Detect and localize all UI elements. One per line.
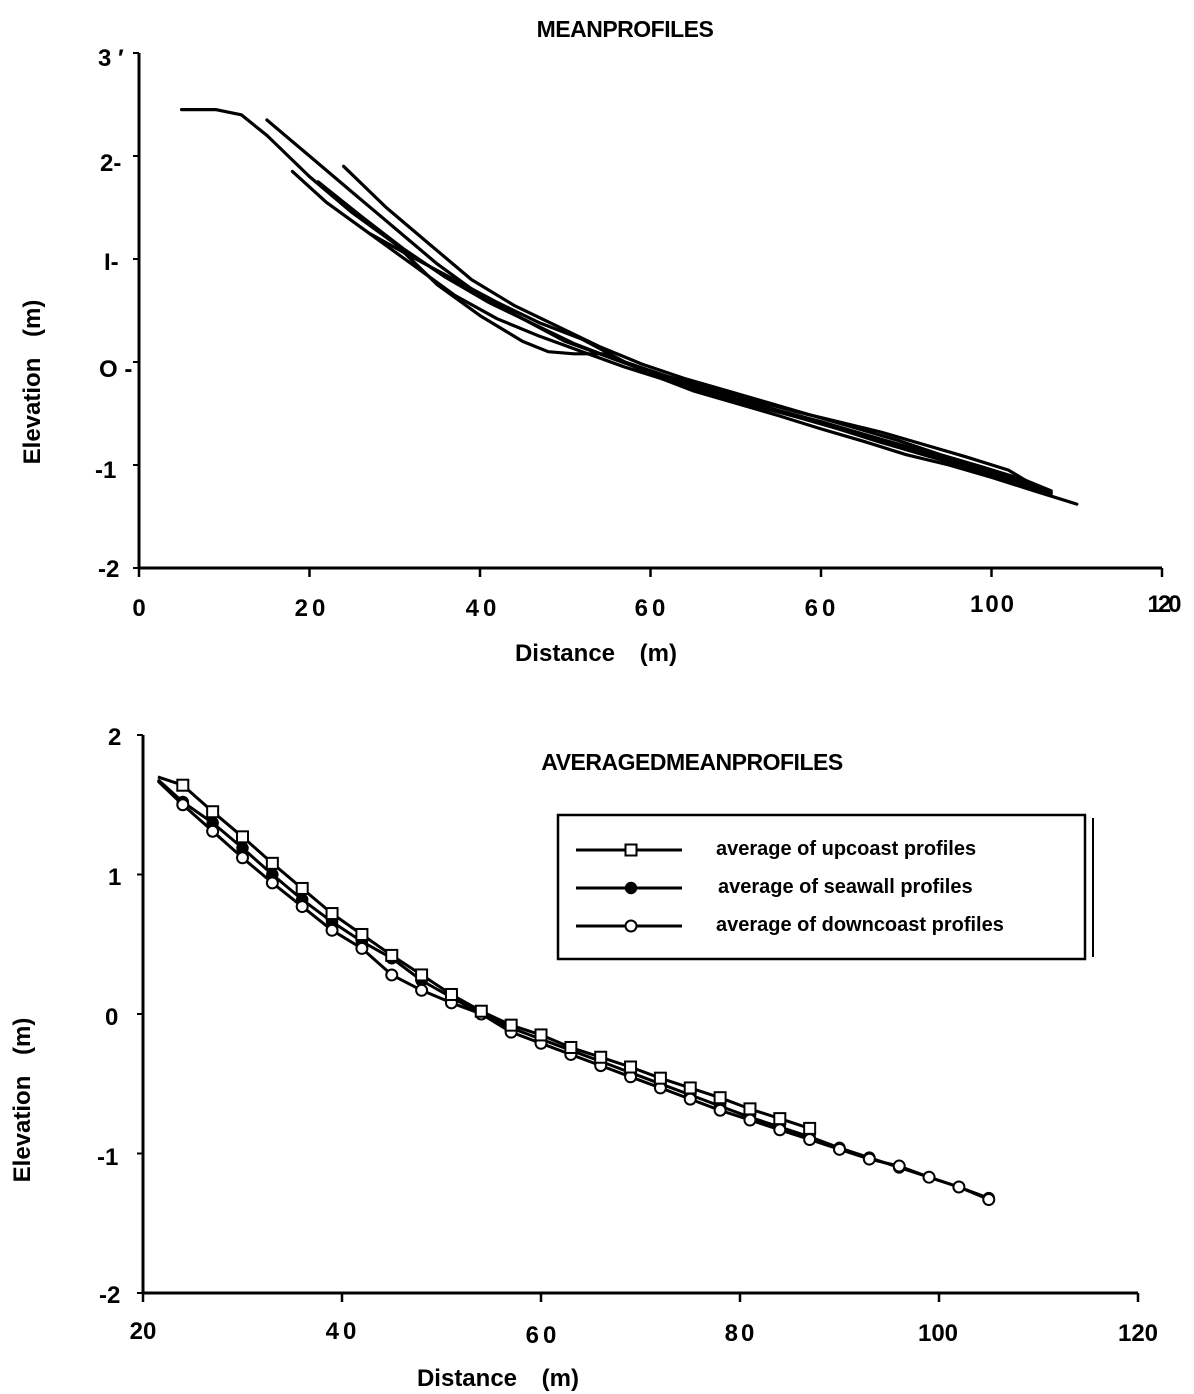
chart1-title: MEANPROFILES (537, 16, 714, 42)
chart1-y-tick-label: O - (99, 356, 132, 383)
chart2-x-axis-label: Distance (m) (417, 1365, 579, 1392)
chart2-point-series3 (325, 923, 339, 937)
chart1-series-group (180, 107, 1079, 506)
chart1-x-tick-label: 60 (805, 595, 840, 622)
chart2-point-series3 (952, 1180, 966, 1194)
chart1-profile-line-3 (290, 169, 1053, 496)
chart2-x-ticks (137, 734, 1140, 1302)
chart2-point-series3 (176, 798, 190, 812)
chart1-y-tick-label: 3 ′ (98, 45, 124, 72)
chart1-profile-line-4 (316, 180, 1045, 491)
chart2-point-series1 (743, 1102, 757, 1116)
chart2-point-series1 (773, 1112, 787, 1126)
legend-label: average of downcoast profiles (716, 914, 1004, 936)
chart2-point-series1 (206, 805, 220, 819)
chart1-x-tick-label: 60 (635, 595, 670, 622)
chart2-x-tick-label: 40 (326, 1318, 361, 1345)
chart2-y-tick-label: 2 (108, 724, 121, 751)
chart2-x-tick-label: 20 (130, 1318, 157, 1345)
chart2-point-series3 (295, 900, 309, 914)
chart2-x-tick-label: 120 (1118, 1320, 1158, 1347)
chart1-x-tick-label: 20 (295, 595, 330, 622)
chart2-point-series1 (295, 881, 309, 895)
chart2-y-tick-label: 1 (108, 864, 121, 891)
chart2-point-series1 (504, 1018, 518, 1032)
chart1-y-tick-label: 2- (100, 150, 121, 177)
chart2-point-series3 (236, 851, 249, 865)
chart2-x-tick-label: 100 (918, 1320, 958, 1347)
chart1-profile-line-6 (367, 231, 1053, 498)
chart2-y-tick-label: -1 (97, 1144, 118, 1171)
chart2-point-series1 (236, 830, 249, 844)
chart1-y-axis-label: Elevation (m) (19, 300, 46, 465)
chart1-y-tick-label: -2 (98, 556, 119, 583)
chart2-point-series1 (803, 1121, 817, 1135)
chart2-point-series3 (803, 1133, 817, 1147)
chart1-profile-line-2 (265, 118, 1053, 495)
chart1-x-tick-labels: 0 20 40 60 60 100 120 (132, 591, 1184, 622)
chart2-point-series3 (713, 1103, 727, 1117)
chart2-point-series3 (206, 824, 220, 838)
chart2-point-series3 (265, 876, 279, 890)
chart2-point-series1 (474, 1004, 488, 1018)
chart1-y-tick-label: I- (104, 249, 119, 276)
chart2-point-series3 (355, 941, 369, 955)
chart2-point-series1 (355, 927, 369, 941)
chart2-x-tick-label: 80 (725, 1320, 758, 1347)
chart1-x-tick-label: 120 (1147, 591, 1181, 618)
chart2-point-series1 (415, 968, 429, 982)
chart1-x-tick-label: 40 (466, 595, 501, 622)
chart2-point-series3 (892, 1159, 906, 1173)
chart2-y-tick-label: -2 (99, 1282, 120, 1309)
chart2-point-series1 (624, 1060, 638, 1074)
chart2-title: AVERAGEDMEANPROFILES (541, 749, 843, 775)
chart2-point-series3 (385, 968, 399, 982)
chart2-point-series1 (683, 1081, 697, 1095)
chart2-point-series1 (534, 1028, 548, 1042)
chart2-y-axis-label: Elevation (m) (9, 1018, 36, 1183)
chart2-legend: average of upcoast profiles average of s… (556, 813, 1094, 961)
chart2-point-series3 (862, 1152, 876, 1166)
chart2-y-tick-label: 0 (105, 1004, 118, 1031)
chart2-point-series3 (833, 1142, 846, 1156)
legend-marker-1 (624, 843, 638, 857)
chart1-x-tick-label: 100 (970, 591, 1016, 618)
legend-marker-2 (624, 881, 638, 895)
chart1-x-tick-label: 0 (132, 595, 145, 622)
chart-averaged-mean-profiles: AVERAGEDMEANPROFILES 2 1 0 -1 -2 20 40 6… (9, 724, 1158, 1392)
chart1-x-ticks (133, 52, 1164, 577)
chart2-point-series1 (594, 1050, 608, 1064)
chart2-point-series3 (773, 1123, 787, 1137)
chart-mean-profiles: MEANPROFILES 3 ′ 2- I- O - -1 -2 0 20 40… (19, 16, 1184, 667)
chart2-point-series3 (743, 1113, 757, 1127)
chart1-x-axis-label: Distance (m) (515, 640, 677, 667)
chart1-profile-line-5 (342, 164, 1053, 493)
chart2-point-series3 (982, 1193, 996, 1207)
chart2-series-group (156, 775, 996, 1207)
chart2-point-series1 (653, 1071, 667, 1085)
legend-label: average of seawall profiles (718, 876, 973, 898)
legend-label: average of upcoast profiles (716, 838, 976, 860)
legend-marker-3 (624, 919, 638, 933)
chart2-point-series1 (325, 907, 339, 921)
chart2-point-series1 (444, 987, 458, 1001)
chart1-profile-line-1 (180, 107, 1079, 506)
chart2-point-series3 (683, 1092, 697, 1106)
chart2-point-series1 (713, 1091, 727, 1105)
chart2-x-tick-labels: 20 40 60 80 100 120 (130, 1318, 1158, 1349)
chart2-point-series3 (922, 1170, 936, 1184)
chart2-point-series3 (415, 983, 429, 997)
chart2-point-series1 (385, 948, 399, 962)
chart2-point-series1 (265, 856, 279, 870)
chart2-point-series1 (564, 1040, 578, 1054)
chart2-x-tick-label: 60 (526, 1322, 561, 1349)
legend-items (576, 843, 682, 933)
chart2-point-series1 (176, 778, 190, 792)
chart1-y-tick-label: -1 (95, 457, 116, 484)
